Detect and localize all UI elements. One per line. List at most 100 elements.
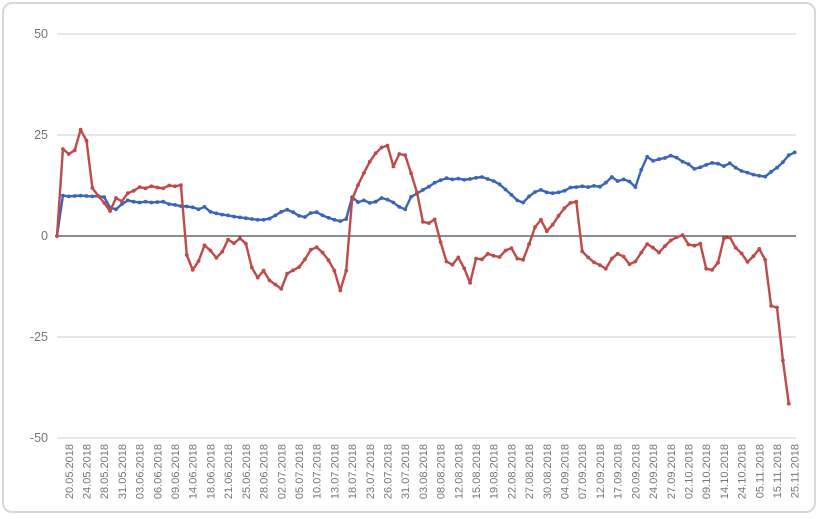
series-red-point[interactable]	[722, 236, 726, 241]
series-red-point[interactable]	[432, 217, 437, 222]
series-red-point[interactable]	[96, 194, 101, 198]
series-red-point[interactable]	[214, 255, 219, 260]
series-blue-point[interactable]	[627, 179, 632, 184]
series-red-point[interactable]	[226, 237, 231, 242]
series-blue-point[interactable]	[426, 184, 431, 189]
series-red-point[interactable]	[639, 250, 644, 255]
series-blue-point[interactable]	[645, 154, 650, 159]
series-blue-point[interactable]	[143, 199, 148, 204]
series-red-point[interactable]	[149, 184, 154, 189]
series-blue-point[interactable]	[267, 216, 272, 221]
series-blue-point[interactable]	[503, 187, 508, 192]
series-blue-point[interactable]	[550, 191, 555, 196]
series-blue-point[interactable]	[308, 211, 313, 215]
series-red-point[interactable]	[592, 260, 596, 265]
series-red-point[interactable]	[786, 401, 791, 406]
series-blue-point[interactable]	[450, 177, 455, 182]
series-blue-point[interactable]	[786, 153, 791, 158]
series-red-point[interactable]	[574, 199, 579, 204]
series-blue-point[interactable]	[692, 167, 697, 171]
series-red-point[interactable]	[320, 250, 325, 255]
series-red-point[interactable]	[90, 186, 95, 190]
series-blue-point[interactable]	[556, 190, 561, 195]
series-blue-point[interactable]	[397, 205, 402, 209]
series-red-point[interactable]	[61, 147, 65, 152]
series-red-point[interactable]	[480, 257, 484, 262]
series-blue-point[interactable]	[710, 161, 714, 165]
series-red-point[interactable]	[338, 288, 343, 293]
series-blue-point[interactable]	[72, 194, 77, 198]
series-red-point[interactable]	[238, 236, 242, 241]
series-blue-point[interactable]	[615, 179, 620, 184]
series-blue-point[interactable]	[244, 216, 248, 221]
series-red-point[interactable]	[143, 186, 148, 191]
series-blue-point[interactable]	[249, 217, 254, 221]
series-red-point[interactable]	[645, 242, 650, 247]
series-red-point[interactable]	[627, 262, 632, 267]
series-red-point[interactable]	[704, 266, 709, 271]
series-blue-point[interactable]	[474, 175, 478, 180]
series-red-point[interactable]	[350, 197, 354, 202]
series-blue-point[interactable]	[291, 210, 295, 215]
series-red-point[interactable]	[72, 148, 77, 153]
series-blue-point[interactable]	[238, 215, 242, 220]
series-blue-point[interactable]	[120, 202, 124, 207]
series-red-point[interactable]	[474, 256, 478, 261]
series-red-point[interactable]	[161, 186, 166, 191]
series-red-point[interactable]	[727, 235, 732, 240]
series-blue-point[interactable]	[491, 179, 496, 184]
series-blue-point[interactable]	[480, 175, 484, 179]
series-blue-point[interactable]	[657, 157, 661, 162]
series-blue-point[interactable]	[574, 185, 579, 190]
series-red-point[interactable]	[733, 245, 738, 250]
series-red-point[interactable]	[391, 164, 396, 169]
series-blue-point[interactable]	[190, 205, 195, 210]
series-red-point[interactable]	[781, 358, 785, 363]
series-blue-point[interactable]	[769, 169, 773, 174]
series-blue-point[interactable]	[78, 193, 83, 198]
series-red-point[interactable]	[403, 153, 408, 158]
series-blue-point[interactable]	[338, 219, 343, 224]
series-blue-point[interactable]	[285, 207, 290, 212]
series-blue-point[interactable]	[90, 194, 95, 199]
series-red-point[interactable]	[686, 242, 691, 247]
series-red-point[interactable]	[757, 247, 762, 251]
series-blue-point[interactable]	[509, 192, 514, 197]
series-blue-point[interactable]	[214, 211, 219, 216]
series-blue-point[interactable]	[527, 194, 531, 199]
series-red-point[interactable]	[208, 248, 213, 253]
series-red-point[interactable]	[698, 241, 703, 246]
series-blue-point[interactable]	[603, 180, 608, 185]
series-blue-point[interactable]	[114, 207, 118, 212]
series-red-point[interactable]	[421, 220, 425, 224]
series-red-point[interactable]	[373, 151, 378, 156]
series-red-point[interactable]	[456, 255, 461, 260]
series-red-point[interactable]	[220, 249, 225, 254]
series-blue-point[interactable]	[704, 163, 709, 167]
series-blue-point[interactable]	[149, 200, 154, 205]
series-red-point[interactable]	[450, 262, 455, 267]
series-blue-point[interactable]	[232, 214, 236, 219]
series-red-point[interactable]	[303, 257, 307, 262]
series-red-point[interactable]	[438, 240, 443, 245]
series-red-point[interactable]	[232, 241, 236, 246]
series-blue-point[interactable]	[161, 199, 166, 204]
series-red-point[interactable]	[308, 247, 313, 252]
series-blue-point[interactable]	[733, 165, 738, 170]
series-blue-point[interactable]	[674, 155, 679, 160]
series-blue-point[interactable]	[84, 194, 89, 198]
series-red-point[interactable]	[78, 127, 83, 132]
series-red-point[interactable]	[125, 191, 130, 196]
series-red-point[interactable]	[415, 190, 419, 195]
series-blue-point[interactable]	[173, 203, 177, 207]
series-red-point[interactable]	[562, 206, 567, 211]
series-red-point[interactable]	[426, 221, 431, 226]
series-red-point[interactable]	[651, 245, 655, 250]
series-red-point[interactable]	[55, 234, 59, 238]
series-blue-point[interactable]	[515, 198, 520, 203]
series-blue-point[interactable]	[580, 184, 585, 189]
series-red-point[interactable]	[244, 241, 248, 246]
series-red-point[interactable]	[739, 251, 744, 256]
series-red-point[interactable]	[114, 196, 118, 200]
series-blue-point[interactable]	[220, 212, 225, 217]
